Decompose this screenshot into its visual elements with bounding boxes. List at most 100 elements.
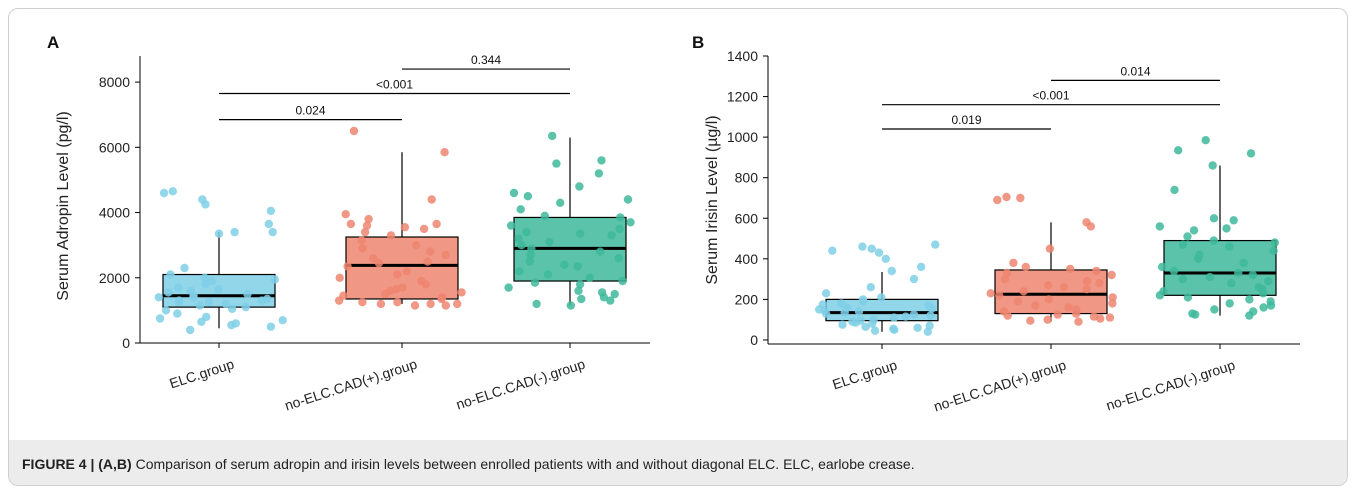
panel-a-data-point (574, 286, 583, 295)
panel-b-data-point (1082, 285, 1091, 294)
panel-a-data-point (349, 126, 359, 136)
panel-a-data-point (615, 224, 624, 234)
panel-a-data-point (532, 299, 541, 309)
panel-b-data-point (1066, 264, 1075, 274)
panel-a-data-point (201, 280, 210, 289)
panel-a-data-point (393, 270, 402, 279)
panel-a-data-point (517, 241, 526, 250)
panel-b-data-point (870, 326, 880, 335)
panel-b-data-point (927, 304, 936, 313)
panel-a-x-tick-label: no-ELC.CAD(-).group (454, 356, 587, 413)
panel-a-data-point (341, 210, 350, 219)
panel-a-data-point (174, 298, 183, 307)
panel-b-data-point (1259, 303, 1268, 312)
panel-a-data-point (207, 276, 217, 286)
panel-a-p-value-label: 0.024 (295, 104, 325, 118)
panel-b-data-point (1013, 297, 1023, 306)
panel-b-data-point (1074, 317, 1083, 326)
panel-b-data-point (1183, 232, 1192, 241)
panel-b-data-point (1105, 313, 1115, 322)
panel-b-data-point (1107, 270, 1116, 280)
panel-b-data-point (1003, 311, 1012, 320)
panel-b-data-point (1266, 301, 1276, 310)
panel-b-data-point (1208, 161, 1217, 170)
panel-b-data-point (1045, 244, 1055, 253)
panel-b-data-point (1189, 226, 1199, 235)
panel-b-data-point (821, 289, 831, 298)
panel-a-data-point (419, 224, 429, 234)
panel-a-data-point (278, 316, 287, 325)
panel-b-data-point (838, 320, 847, 329)
panel-a-data-point (358, 244, 367, 253)
panel-b-data-point (1270, 238, 1280, 247)
panel-b-data-point (909, 274, 919, 284)
panel-a-data-point (214, 285, 223, 294)
panel-b-data-point (1183, 293, 1193, 302)
panel-b-data-point (1019, 287, 1028, 296)
panel-b-data-point (1269, 246, 1278, 255)
panel-b-data-point (913, 323, 922, 332)
panel-a-data-point (623, 195, 633, 204)
caption-bar (9, 440, 1347, 485)
panel-b-data-point (1225, 242, 1234, 251)
panel-a-data-point (266, 206, 276, 216)
panel-b-y-tick-label: 0 (750, 332, 758, 348)
panel-a-data-point (257, 296, 266, 305)
panel-b-data-point (1174, 146, 1183, 155)
panel-a-data-point (393, 298, 402, 307)
panel-b-data-point (1021, 262, 1030, 272)
panel-b-data-point (890, 325, 899, 334)
panel-b-x-tick-label: ELC.group (830, 357, 899, 393)
panel-b-data-point (1071, 309, 1081, 318)
panel-b-data-point (1086, 222, 1096, 231)
panel-b-data-point (854, 307, 864, 316)
panel-b-data-point (1178, 274, 1188, 284)
panel-b-data-point (1248, 270, 1258, 280)
panel-a-y-tick-label: 8000 (99, 74, 130, 90)
panel-b-data-point (1194, 254, 1203, 263)
panel-b-data-point (1108, 299, 1117, 308)
panel-a-data-point (376, 299, 386, 309)
panel-a-data-point (227, 320, 236, 330)
panel-a-data-point (618, 276, 627, 286)
panel-a-data-point (515, 267, 524, 276)
panel-a-data-point (421, 280, 430, 289)
panel-b-data-point (1239, 258, 1248, 268)
panel-b-data-point (859, 297, 868, 306)
panel-a-data-point (402, 267, 411, 276)
panel-a-data-point (381, 289, 390, 299)
panel-a-data-point (426, 247, 435, 256)
panel-a-data-point (189, 293, 198, 302)
panel-a-data-point (599, 293, 609, 302)
panel-b-data-point (1246, 149, 1256, 158)
panel-b-data-point (1234, 268, 1243, 278)
panel-b-data-point (1222, 224, 1231, 233)
panel-b-data-point (877, 293, 886, 302)
panel-b-data-point (1169, 266, 1179, 276)
panel-a-data-point (174, 283, 183, 292)
panel-a-data-point (400, 223, 410, 232)
panel-a-data-point (543, 270, 553, 279)
panel-a-data-point (423, 257, 432, 266)
panel-a-data-point (575, 182, 584, 191)
panel-a-data-point (575, 280, 585, 289)
panel-a-y-axis-label: Serum Adropin Level (pg/l) (55, 111, 72, 300)
panel-b-data-point (1178, 240, 1188, 249)
panel-a-data-point (154, 293, 163, 302)
chart-canvas: A Serum Adropin Level (pg/l) 02000400060… (47, 33, 1300, 415)
panel-a-data-point (626, 218, 635, 227)
panel-a-data-point (398, 283, 407, 292)
panel-b-data-point (889, 313, 899, 322)
panel-b-data-point (840, 308, 849, 317)
panel-a-data-point (204, 298, 214, 307)
panel-a-data-point (368, 254, 378, 263)
panel-a-y-tick-label: 2000 (99, 270, 130, 286)
panel-a-data-point (221, 299, 230, 309)
panel-b-data-point (1158, 262, 1167, 272)
panel-a-data-point (610, 289, 619, 299)
panel-b-data-point (1155, 222, 1165, 231)
panel-b-data-point (1082, 276, 1092, 286)
panel-a-data-point (607, 231, 616, 240)
panel-b-data-point (1026, 316, 1035, 325)
panel-a-chart: A Serum Adropin Level (pg/l) 0 2000 4000 60… (47, 33, 650, 414)
